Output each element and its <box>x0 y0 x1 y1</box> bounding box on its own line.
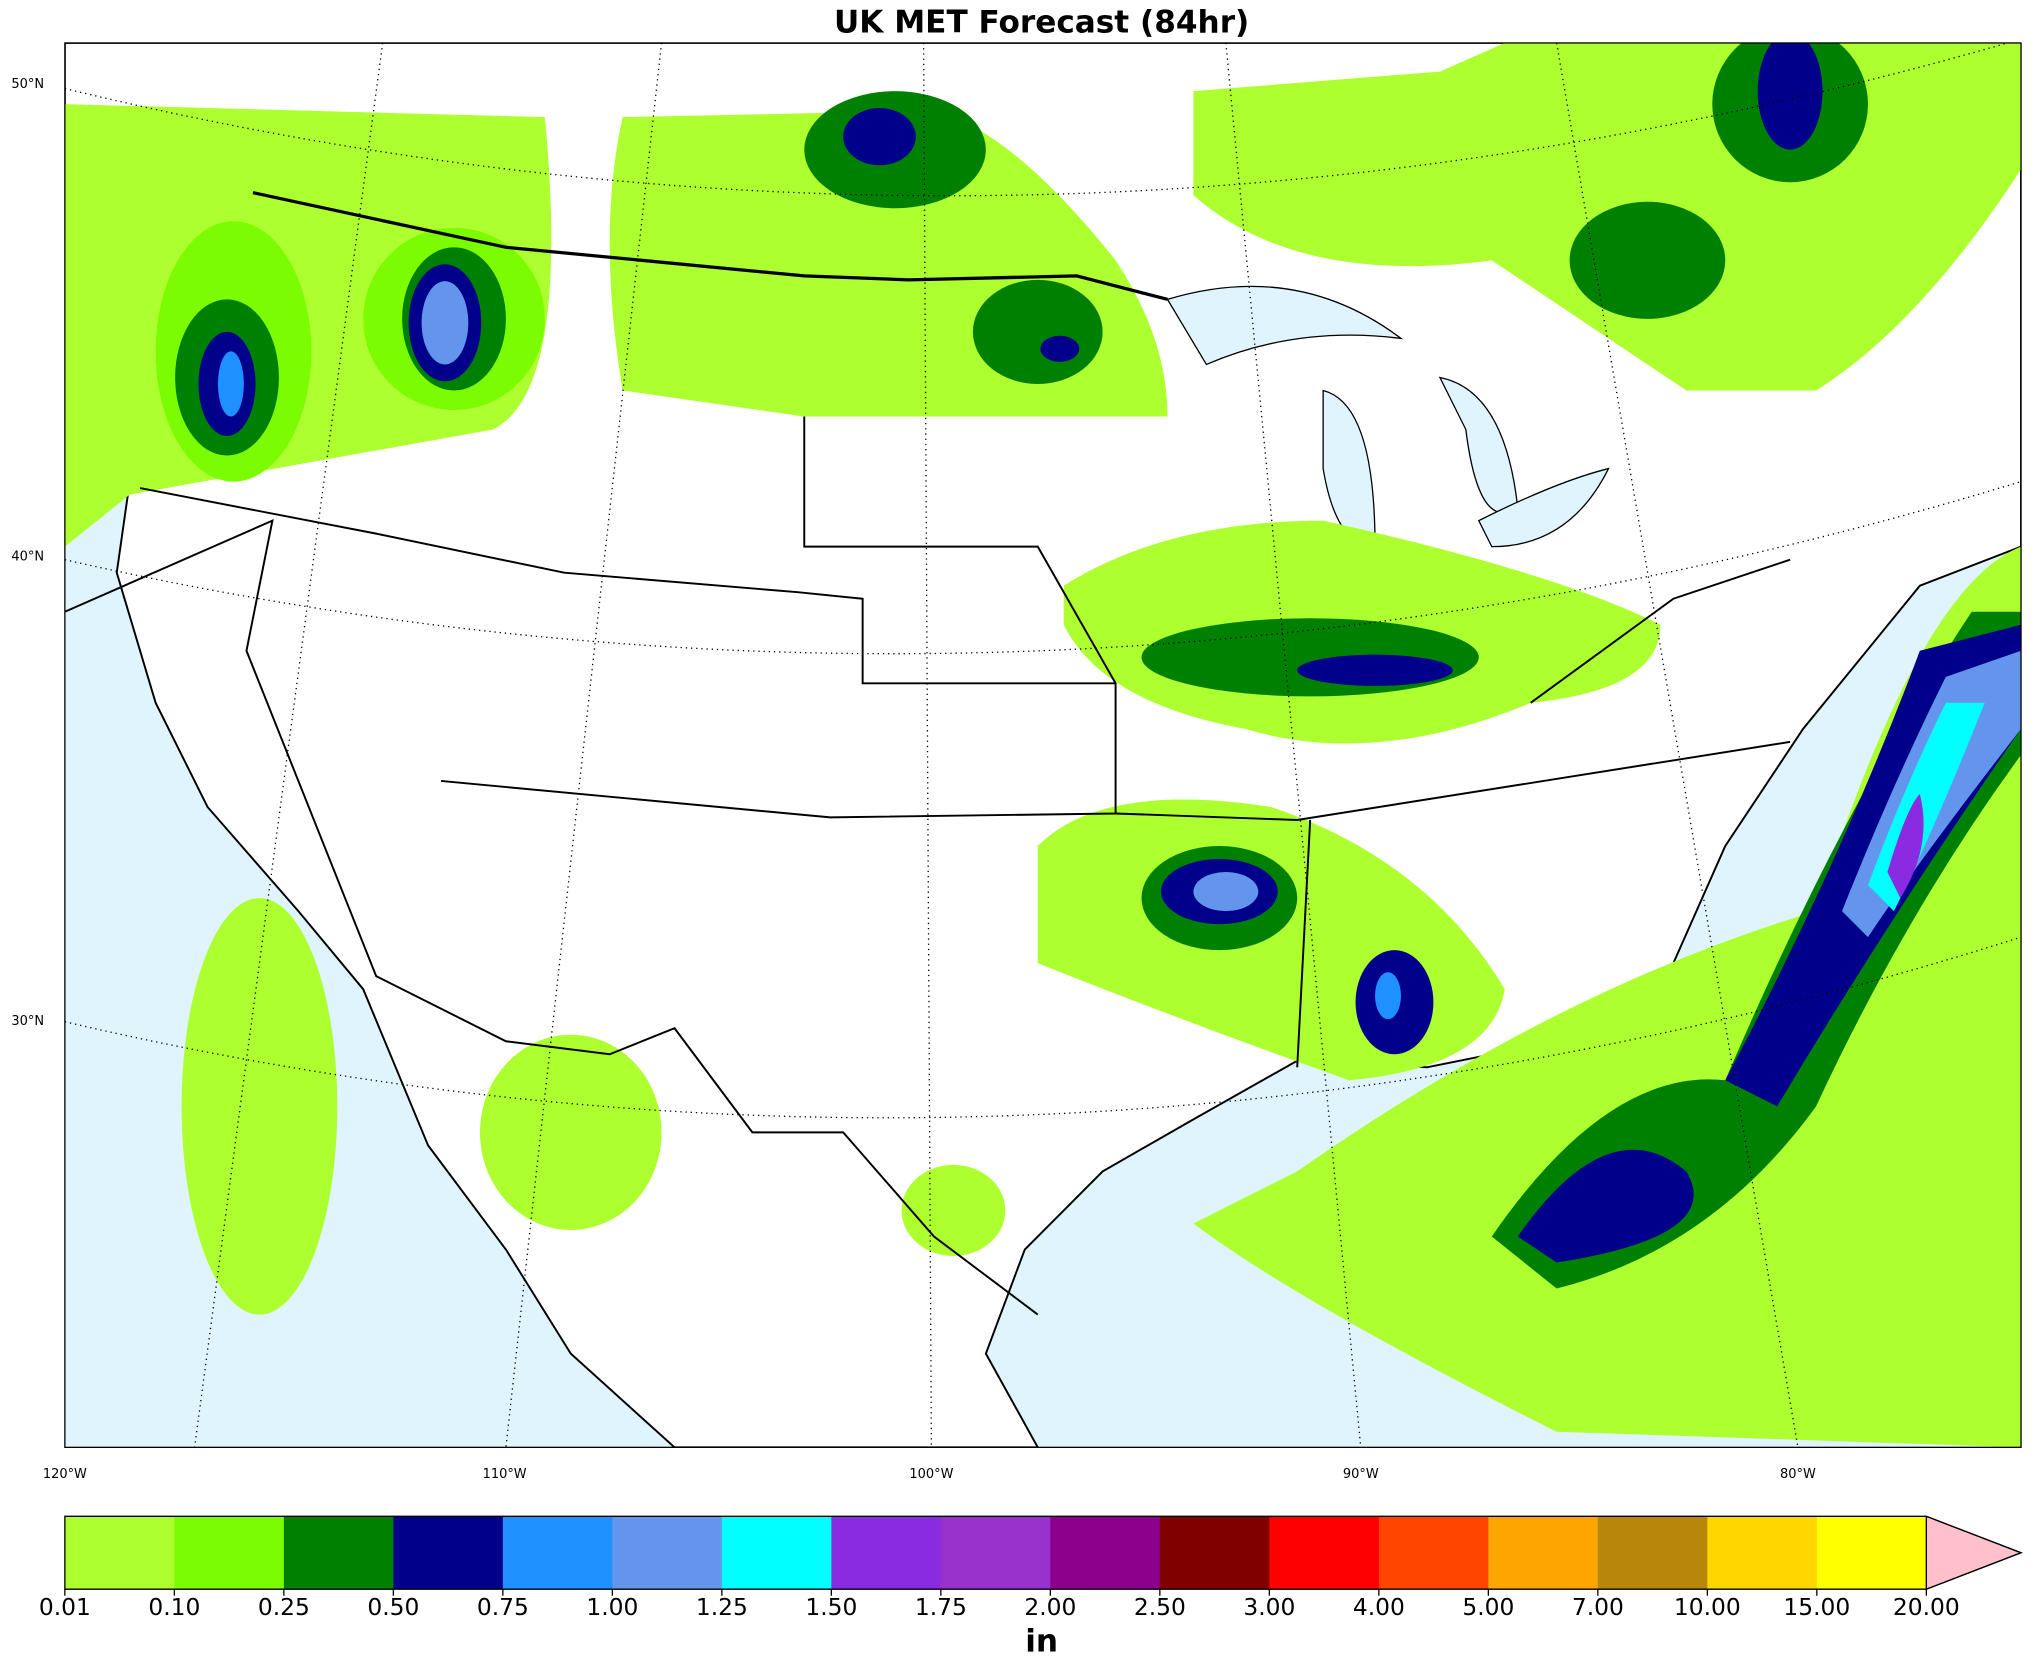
lon-label: 90°W <box>1343 1467 1379 1482</box>
colorbar-segment <box>393 1516 504 1590</box>
colorbar-tick-label: 0.01 <box>39 1593 91 1621</box>
colorbar-tick-label: 0.10 <box>148 1593 200 1621</box>
colorbar-outline <box>64 1515 2023 1590</box>
colorbar-segment <box>502 1516 614 1590</box>
colorbar-label: in <box>1025 1624 1058 1660</box>
colorbar-tick-label: 4.00 <box>1353 1593 1405 1621</box>
colorbar-segment <box>612 1516 723 1590</box>
lon-label: 110°W <box>483 1467 527 1482</box>
colorbar-tick-label: 5.00 <box>1462 1593 1514 1621</box>
colorbar-segment <box>940 1516 1051 1590</box>
colorbar-segment <box>1816 1516 1927 1590</box>
colorbar-tick-label: 15.00 <box>1783 1593 1850 1621</box>
colorbar-segment <box>1269 1516 1380 1590</box>
colorbar-segment <box>1378 1516 1489 1590</box>
lat-labels: 50°N 40°N 30°N <box>11 77 44 1029</box>
colorbar-tick-label: 2.00 <box>1024 1593 1076 1621</box>
colorbar-tick-label: 20.00 <box>1893 1593 1960 1621</box>
colorbar-tick-label: 0.75 <box>477 1593 529 1621</box>
colorbar-tick-label: 7.00 <box>1572 1593 1624 1621</box>
colorbar-segment <box>1159 1516 1270 1590</box>
lat-label: 30°N <box>11 1014 44 1029</box>
lon-label: 120°W <box>43 1467 87 1482</box>
colorbar-extend <box>1925 1515 2023 1591</box>
colorbar-segment <box>283 1516 395 1590</box>
colorbar-tick-label: 1.75 <box>915 1593 967 1621</box>
colorbar-segment <box>721 1516 832 1590</box>
colorbar-tick-label: 2.50 <box>1134 1593 1186 1621</box>
colorbar-tick-label: 0.25 <box>258 1593 310 1621</box>
colorbar-segment <box>1488 1516 1599 1590</box>
title: UK MET Forecast (84hr) <box>834 4 1249 40</box>
colorbar-tick-label: 1.50 <box>805 1593 857 1621</box>
colorbar: 0.01 0.10 0.25 0.50 0.75 1.00 1.25 1.50 1.75 2.00… <box>39 1515 2023 1621</box>
lon-label: 100°W <box>909 1467 953 1482</box>
colorbar-tick-label: 0.50 <box>367 1593 419 1621</box>
precip-areas <box>64 42 2022 1448</box>
map <box>64 42 2022 1448</box>
colorbar-segment <box>64 1516 176 1590</box>
colorbar-tick-label: 1.00 <box>586 1593 638 1621</box>
lat-label: 40°N <box>11 550 44 565</box>
great-lakes <box>1166 285 1610 548</box>
lon-label: 80°W <box>1780 1467 1816 1482</box>
colorbar-tick-label: 1.25 <box>696 1593 748 1621</box>
colorbar-segment <box>174 1516 285 1590</box>
colorbar-segment <box>1050 1516 1161 1590</box>
colorbar-segment <box>831 1516 942 1590</box>
colorbar-segment <box>1707 1516 1818 1590</box>
borders <box>64 191 1791 1316</box>
colorbar-tick-label: 3.00 <box>1243 1593 1295 1621</box>
graticule <box>64 42 2022 1448</box>
colorbar-tick-label: 10.00 <box>1674 1593 1741 1621</box>
colorbar-segment <box>1597 1516 1708 1590</box>
map-frame <box>64 42 2022 1448</box>
lat-label: 50°N <box>11 77 44 92</box>
lon-labels: 120°W 110°W 100°W 90°W 80°W <box>43 1467 1816 1482</box>
